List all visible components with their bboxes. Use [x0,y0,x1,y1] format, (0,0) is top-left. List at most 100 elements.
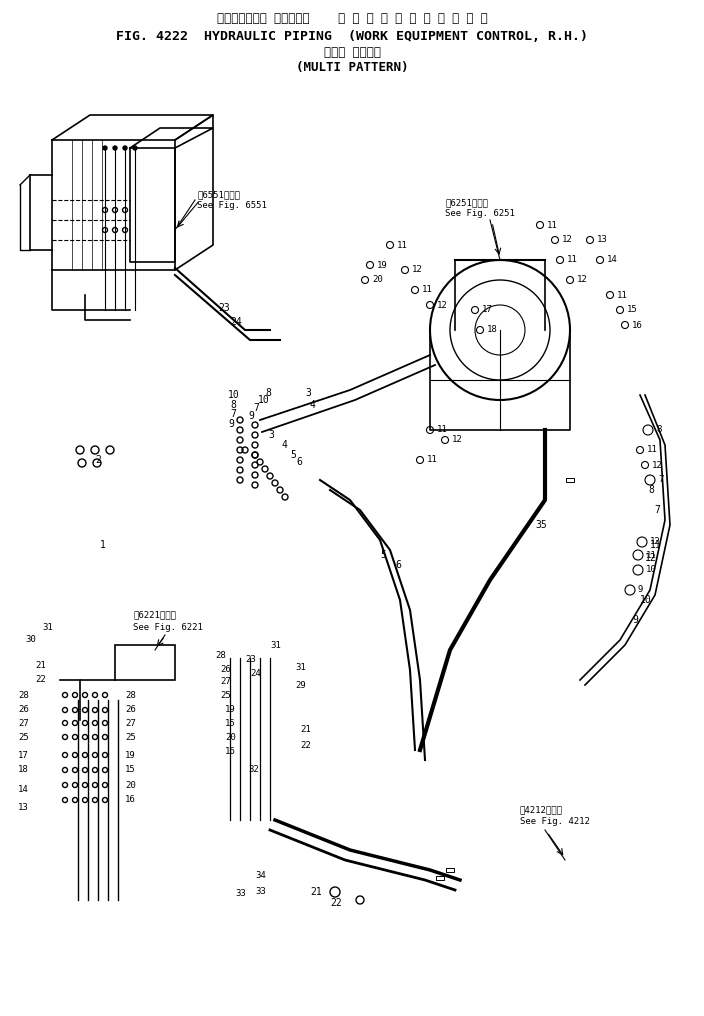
Text: 22: 22 [300,741,310,750]
Text: 16: 16 [125,796,136,805]
Text: 6: 6 [395,560,401,570]
Text: 10: 10 [258,395,270,405]
Text: 14: 14 [607,255,617,264]
Text: マルチ パターン: マルチ パターン [324,46,380,59]
Text: 24: 24 [230,317,241,327]
Text: 12: 12 [562,236,573,245]
Text: 21: 21 [310,887,322,897]
Text: 18: 18 [18,765,29,774]
Text: ハイドロリック パイピング    作 業 機 コ ン ト ロ ー ル ， 右: ハイドロリック パイピング 作 業 機 コ ン ト ロ ー ル ， 右 [217,11,487,24]
Text: 5: 5 [380,550,386,560]
Text: 22: 22 [35,676,46,685]
Text: 11: 11 [650,539,662,550]
Text: 23: 23 [245,655,256,664]
Text: 1: 1 [100,539,106,550]
Text: 3: 3 [305,388,311,398]
Text: 第4212図参照: 第4212図参照 [520,806,563,815]
Text: 11: 11 [547,220,558,230]
Text: 13: 13 [18,804,29,813]
Text: 4: 4 [310,400,316,410]
Text: 19: 19 [225,705,236,714]
Text: 17: 17 [18,751,29,760]
Text: 12: 12 [577,275,588,284]
Text: 11: 11 [422,285,433,295]
Text: 2: 2 [95,455,101,465]
Text: See Fig. 6221: See Fig. 6221 [133,623,203,632]
Text: 12: 12 [645,553,657,563]
Text: 11: 11 [437,426,448,435]
Text: 14: 14 [18,785,29,795]
Text: 15: 15 [627,306,638,315]
Text: 9: 9 [638,585,643,594]
Text: 12: 12 [437,301,448,310]
Text: 11: 11 [646,551,657,560]
Text: 21: 21 [35,660,46,670]
Text: 34: 34 [255,871,265,880]
Text: 21: 21 [300,725,310,735]
Text: 10: 10 [228,390,240,400]
Text: 9: 9 [228,419,234,429]
Text: 29: 29 [295,681,306,690]
Text: 31: 31 [270,640,281,649]
Text: See Fig. 6251: See Fig. 6251 [445,209,515,218]
Bar [566,478,574,482]
Text: 3: 3 [268,430,274,440]
Text: 8: 8 [265,388,271,398]
Text: 7: 7 [654,505,660,515]
Text: 20: 20 [372,275,383,284]
Text: 11: 11 [617,291,628,300]
Text: 31: 31 [42,623,53,632]
Circle shape [123,146,127,150]
Text: 20: 20 [225,734,236,743]
Text: 33: 33 [235,889,246,897]
Text: 8: 8 [656,426,661,435]
Text: 第6251図参照: 第6251図参照 [445,198,488,207]
Circle shape [103,146,107,150]
Text: 7: 7 [253,403,259,412]
Text: (MULTI PATTERN): (MULTI PATTERN) [296,61,408,73]
Text: 第6221図参照: 第6221図参照 [133,611,176,620]
Text: 23: 23 [218,303,230,313]
Text: 7: 7 [230,409,236,419]
Text: 28: 28 [215,650,226,659]
Text: 28: 28 [125,691,136,699]
Text: 20: 20 [125,780,136,789]
Text: 33: 33 [255,888,265,896]
Text: 35: 35 [535,520,547,530]
Text: 7: 7 [658,475,663,485]
Text: 第6551図参照: 第6551図参照 [197,191,240,199]
Text: 9: 9 [248,411,254,421]
Text: 22: 22 [330,898,341,908]
Text: 16: 16 [225,748,236,757]
Text: 15: 15 [225,719,236,728]
Text: 13: 13 [597,236,608,245]
Circle shape [133,146,137,150]
Text: 10: 10 [640,595,652,605]
Circle shape [113,146,117,150]
Text: 30: 30 [25,635,36,644]
Text: 26: 26 [18,705,29,714]
Text: 17: 17 [482,306,493,315]
Text: 24: 24 [250,669,260,678]
Text: 11: 11 [567,255,578,264]
Text: 12: 12 [452,436,463,445]
Text: 12: 12 [412,265,422,274]
Text: 8: 8 [230,400,236,410]
Text: See Fig. 4212: See Fig. 4212 [520,818,590,826]
Text: 11: 11 [647,445,658,454]
Text: 32: 32 [248,765,259,774]
Text: 5: 5 [290,450,296,460]
Text: 31: 31 [295,663,306,673]
Text: 15: 15 [125,765,136,774]
Text: 19: 19 [125,751,136,760]
Text: 12: 12 [652,460,662,469]
Text: 27: 27 [18,718,29,727]
Text: 26: 26 [220,665,231,675]
Text: 28: 28 [18,691,29,699]
Bar [436,876,444,880]
Text: 16: 16 [632,320,643,329]
Text: 19: 19 [377,260,388,269]
Text: 27: 27 [125,718,136,727]
Text: 9: 9 [632,615,638,625]
Text: 18: 18 [487,325,498,334]
